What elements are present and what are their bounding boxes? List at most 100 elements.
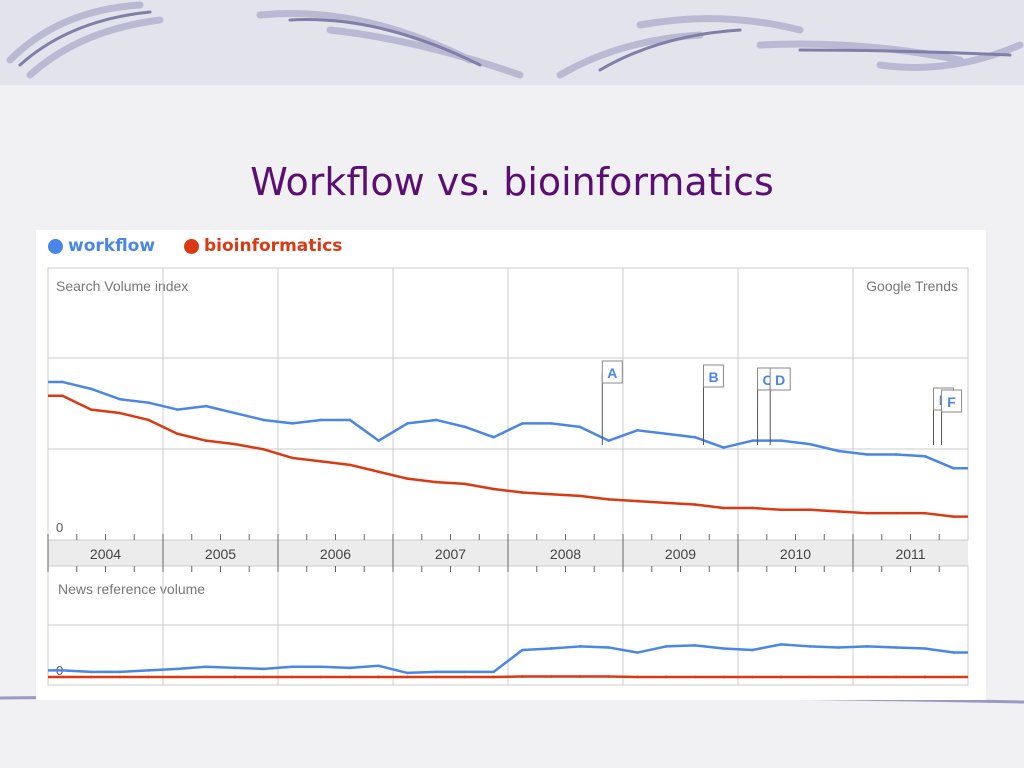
- legend-bioinformatics[interactable]: bioinformatics: [184, 236, 342, 256]
- annotation-flag-D[interactable]: D: [769, 367, 791, 391]
- news-point-workflow: [952, 651, 955, 654]
- search-point-bioinformatics: [521, 491, 524, 494]
- annotation-box: [601, 360, 623, 384]
- annotation-label: F: [947, 394, 956, 410]
- search-point-workflow: [866, 453, 869, 456]
- search-point-workflow: [664, 432, 668, 436]
- annotation-flag-F[interactable]: F: [941, 389, 963, 413]
- news-point-bioinformatics: [463, 675, 467, 679]
- search-panel-label: Search Volume index: [56, 278, 188, 294]
- news-point-bioinformatics: [204, 675, 208, 679]
- news-point-workflow: [722, 647, 725, 650]
- search-point-bioinformatics: [636, 499, 639, 503]
- news-point-workflow: [808, 645, 812, 648]
- search-point-bioinformatics: [262, 448, 265, 451]
- news-point-bioinformatics: [61, 675, 64, 679]
- search-point-workflow: [578, 425, 582, 429]
- news-point-workflow: [233, 666, 237, 670]
- news-point-workflow: [492, 670, 495, 674]
- search-point-bioinformatics: [894, 511, 898, 515]
- legend-label: bioinformatics: [204, 236, 343, 256]
- search-point-workflow: [89, 387, 93, 391]
- year-label: 2010: [780, 546, 811, 562]
- search-point-bioinformatics: [837, 510, 840, 513]
- search-point-workflow: [434, 418, 438, 422]
- annotation-label: D: [775, 372, 785, 388]
- news-point-bioinformatics: [549, 675, 553, 678]
- search-point-bioinformatics: [578, 494, 582, 498]
- search-point-bioinformatics: [866, 511, 869, 515]
- decorative-banner: [0, 0, 1024, 85]
- search-point-bioinformatics: [176, 432, 179, 436]
- search-point-workflow: [377, 439, 380, 442]
- search-point-workflow: [233, 411, 237, 415]
- annotation-flag-A[interactable]: A: [601, 360, 623, 384]
- search-point-workflow: [463, 425, 467, 429]
- news-point-bioinformatics: [837, 675, 840, 679]
- search-point-workflow: [722, 446, 725, 449]
- search-line-bioinformatics: [48, 394, 968, 518]
- search-line-workflow: [48, 380, 968, 470]
- news-point-bioinformatics: [751, 675, 754, 679]
- annotation-label: C: [762, 372, 772, 388]
- search-point-workflow: [894, 453, 898, 456]
- search-point-bioinformatics: [463, 482, 467, 486]
- news-point-workflow: [664, 645, 668, 648]
- search-point-workflow: [607, 439, 610, 442]
- annotation-label: B: [708, 369, 718, 385]
- search-point-bioinformatics: [89, 408, 93, 411]
- search-point-workflow: [319, 418, 323, 422]
- search-point-bioinformatics: [406, 477, 409, 480]
- search-point-bioinformatics: [319, 460, 323, 463]
- news-point-workflow: [406, 671, 409, 675]
- news-point-workflow: [521, 648, 524, 652]
- search-point-bioinformatics: [607, 498, 610, 501]
- news-point-bioinformatics: [722, 675, 725, 679]
- news-line-bioinformatics: [48, 675, 968, 679]
- news-point-workflow: [751, 648, 754, 652]
- news-point-workflow: [607, 646, 610, 649]
- news-point-workflow: [463, 670, 467, 674]
- news-panel-label: News reference volume: [58, 581, 205, 597]
- news-point-bioinformatics: [262, 675, 265, 679]
- search-point-workflow: [837, 449, 840, 453]
- news-point-workflow: [204, 665, 208, 669]
- search-point-bioinformatics: [751, 506, 754, 510]
- news-point-bioinformatics: [233, 675, 237, 679]
- news-point-workflow: [866, 645, 869, 648]
- search-point-bioinformatics: [118, 411, 122, 415]
- news-point-workflow: [147, 669, 150, 672]
- search-point-workflow: [779, 439, 783, 442]
- news-point-workflow: [434, 670, 438, 674]
- legend-dot-icon: [48, 238, 63, 254]
- news-point-workflow: [89, 670, 93, 674]
- annotation-box: [703, 364, 724, 388]
- news-point-bioinformatics: [147, 675, 150, 679]
- search-point-workflow: [521, 422, 524, 425]
- search-point-workflow: [291, 422, 294, 425]
- swoosh-decoration: [6, 1, 1024, 79]
- news-point-bioinformatics: [377, 675, 380, 679]
- year-label: 2006: [320, 546, 351, 562]
- news-point-workflow: [779, 643, 783, 646]
- annotation-box: [769, 367, 791, 391]
- news-line-workflow: [48, 643, 968, 675]
- news-point-workflow: [319, 665, 323, 669]
- search-point-bioinformatics: [291, 456, 294, 460]
- legend-workflow[interactable]: workflow: [48, 236, 155, 256]
- search-point-bioinformatics: [377, 470, 380, 474]
- news-point-bioinformatics: [693, 675, 697, 679]
- annotation-flag-B[interactable]: B: [703, 364, 724, 388]
- search-point-workflow: [952, 466, 955, 470]
- search-point-bioinformatics: [664, 501, 668, 505]
- legend-dot-icon: [184, 238, 199, 254]
- year-label: 2009: [665, 546, 696, 562]
- legend-label: workflow: [68, 236, 156, 256]
- news-point-workflow: [693, 644, 697, 647]
- news-point-bioinformatics: [779, 675, 783, 679]
- search-point-workflow: [808, 442, 812, 446]
- news-point-bioinformatics: [866, 675, 869, 679]
- news-point-workflow: [61, 669, 64, 672]
- news-point-bioinformatics: [176, 675, 179, 679]
- search-point-workflow: [61, 380, 64, 384]
